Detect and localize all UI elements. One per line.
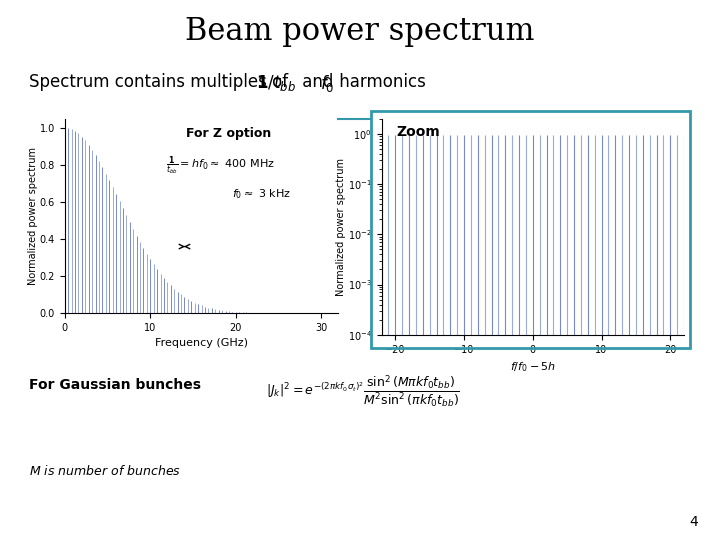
X-axis label: Frequency (GHz): Frequency (GHz) [155,339,248,348]
Text: $|J_k|^2 = e^{-(2\pi k f_0 \sigma_t)^2} \dfrac{\sin^2(M\pi k f_0 t_{bb})}{M^2 \s: $|J_k|^2 = e^{-(2\pi k f_0 \sigma_t)^2} … [266,373,460,408]
Text: Spectrum contains multiples of: Spectrum contains multiples of [29,73,293,91]
Text: $M$ is number of bunches: $M$ is number of bunches [29,464,181,478]
Text: harmonics: harmonics [334,73,426,91]
Text: Zoom: Zoom [397,125,441,139]
Y-axis label: Normalized power spectrum: Normalized power spectrum [28,147,38,285]
Text: Beam power spectrum: Beam power spectrum [185,16,535,47]
Text: For Gaussian bunches: For Gaussian bunches [29,378,201,392]
Text: $\frac{\mathbf{1}}{t_{bb}} = hf_0 \approx$ 400 MHz: $\frac{\mathbf{1}}{t_{bb}} = hf_0 \appro… [166,154,275,177]
Text: $f_0$: $f_0$ [320,73,334,94]
Text: For Z option: For Z option [186,126,271,139]
Text: and: and [297,73,338,91]
Text: 4: 4 [690,515,698,529]
Text: $f_0 \approx$ 3 kHz: $f_0 \approx$ 3 kHz [233,187,292,201]
Text: $\mathbf{1}/t_{bb}$: $\mathbf{1}/t_{bb}$ [256,73,295,93]
Y-axis label: Normalized power spectrum: Normalized power spectrum [336,158,346,296]
X-axis label: $f/f_0 - 5h$: $f/f_0 - 5h$ [510,360,556,374]
